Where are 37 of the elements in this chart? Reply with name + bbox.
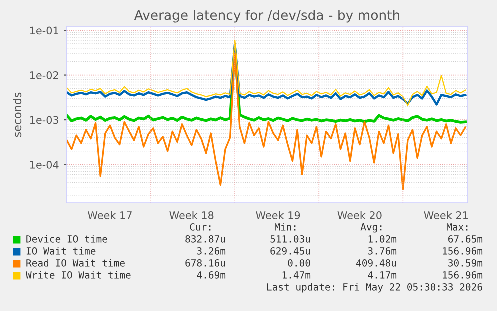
text: 1.47m (282, 272, 311, 279)
chart-title: Average latency for /dev/sda - by month (134, 10, 400, 23)
line-series (67, 53, 466, 190)
text: 67.65m (448, 235, 483, 243)
legend-label: Write IO Wait time (26, 271, 131, 279)
legend-label: Read IO Wait time (26, 259, 125, 267)
text: Avg: (360, 224, 382, 233)
x-tick-label: Week 21 (424, 211, 468, 220)
text: Min: (274, 223, 296, 231)
x-tick-label: Week 19 (256, 211, 300, 220)
x-tick-label: Week 20 (338, 211, 382, 220)
text: 832.87u (186, 235, 226, 243)
text: Last update: Fri May 22 05:30:33 2026 (267, 283, 482, 293)
text: 4.17m (368, 272, 397, 279)
text: 629.45u (270, 247, 310, 255)
text: 3.76m (368, 247, 397, 255)
y-axis-title: seconds (13, 92, 22, 138)
text: 3.26m (197, 247, 226, 255)
text: 30.59m (448, 259, 483, 267)
text: 4.69m (197, 271, 226, 279)
legend-label: IO Wait time (26, 247, 96, 255)
text: Max: (446, 224, 468, 231)
text: 409.48u (356, 259, 396, 267)
text: 156.96m (443, 247, 483, 255)
text: 1.02m (368, 235, 397, 243)
x-tick-label: Week 17 (88, 211, 132, 220)
y-tick-label: 1e-03 (30, 116, 59, 124)
text: Cur: (190, 223, 211, 231)
legend-label: Device IO time (26, 235, 108, 243)
text: 156.96m (443, 271, 483, 279)
x-tick-label: Week 18 (170, 211, 214, 220)
text: 678.16u (186, 259, 226, 267)
text: 511.03u (270, 235, 310, 243)
y-tick-label: 1e-01 (30, 26, 58, 35)
text: 0.00 (288, 259, 310, 267)
y-tick-label: 1e-02 (30, 72, 58, 80)
y-tick-label: 1e-04 (30, 161, 59, 169)
